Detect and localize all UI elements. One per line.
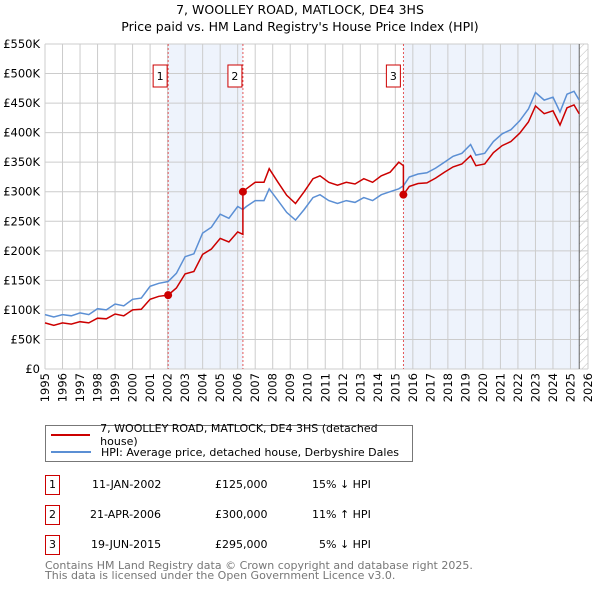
x-tick-label: 2001	[143, 373, 157, 402]
sale-marker-box	[152, 64, 168, 88]
y-tick-label: £250K	[3, 214, 40, 228]
x-tick-label: 1996	[56, 373, 70, 402]
sale-price: £295,000	[215, 538, 268, 551]
x-tick-label: 1998	[91, 373, 105, 402]
x-tick-label: 2024	[546, 373, 560, 402]
y-tick-label: £150K	[3, 273, 40, 287]
property-price-line	[44, 103, 580, 327]
sale-marker-box	[227, 64, 243, 88]
sale-number: 2	[45, 505, 60, 525]
x-tick-label: 2011	[318, 373, 332, 402]
sale-marker-label: 2	[231, 70, 238, 83]
x-tick-label: 2020	[476, 373, 490, 402]
x-tick-label: 2000	[126, 373, 140, 402]
y-tick-label: £200K	[3, 244, 40, 258]
legend-item-hpi: HPI: Average price, detached house, Derb…	[51, 444, 399, 460]
blue-line-swatch	[51, 451, 91, 453]
legend-label: 7, WOOLLEY ROAD, MATLOCK, DE4 3HS (detac…	[100, 422, 378, 448]
footer-licence: This data is licensed under the Open Gov…	[45, 569, 396, 582]
sale-row: 1 11-JAN-2002 £125,000 15% ↓ HPI	[45, 475, 465, 495]
y-tick-label: £500K	[3, 67, 40, 81]
x-tick-label: 2007	[248, 373, 262, 402]
red-line-swatch	[51, 434, 91, 436]
x-tick-label: 1997	[73, 373, 87, 402]
legend-item-property: 7, WOOLLEY ROAD, MATLOCK, DE4 3HS (detac…	[51, 422, 412, 448]
y-tick-label: £550K	[3, 37, 40, 51]
x-tick-label: 2016	[406, 373, 420, 402]
sale-row: 3 19-JUN-2015 £295,000 5% ↓ HPI	[45, 535, 465, 555]
sale-hpi-diff: 11% ↑ HPI	[312, 508, 371, 521]
x-tick-label: 2026	[581, 373, 595, 402]
sale-price: £300,000	[215, 508, 268, 521]
x-tick-label: 2012	[336, 373, 350, 402]
sale-point	[399, 190, 408, 199]
hpi-line	[44, 90, 580, 318]
x-tick-label: 2014	[371, 373, 385, 402]
legend: 7, WOOLLEY ROAD, MATLOCK, DE4 3HS (detac…	[45, 422, 413, 462]
sale-number: 3	[45, 535, 60, 555]
price-chart: 1 2 3 £0 £50K £100K £150K £200K £250K £300K £350K £…	[3, 37, 595, 402]
chart-title: 7, WOOLLEY ROAD, MATLOCK, DE4 3HS	[176, 2, 424, 17]
sale-hpi-diff: 5% ↓ HPI	[319, 538, 371, 551]
shaded-range	[168, 44, 243, 369]
footer-copyright: Contains HM Land Registry data © Crown c…	[45, 559, 473, 572]
sale-price: £125,000	[215, 478, 268, 491]
x-tick-label: 2002	[161, 373, 175, 402]
chart-subtitle: Price paid vs. HM Land Registry's House …	[121, 19, 479, 34]
x-tick-label: 2023	[528, 373, 542, 402]
sale-hpi-diff: 15% ↓ HPI	[312, 478, 371, 491]
x-tick-label: 2017	[423, 373, 437, 402]
x-tick-label: 2019	[458, 373, 472, 402]
x-tick-label: 2009	[283, 373, 297, 402]
x-tick-label: 2018	[441, 373, 455, 402]
sale-date: 21-APR-2006	[90, 508, 162, 521]
sale-point	[164, 291, 173, 300]
sale-marker-box	[385, 64, 401, 88]
x-tick-label: 2006	[231, 373, 245, 402]
x-tick-label: 2010	[301, 373, 315, 402]
x-tick-label: 2015	[388, 373, 402, 402]
x-tick-label: 2021	[493, 373, 507, 402]
sale-marker-label: 3	[390, 70, 397, 83]
y-tick-label: £350K	[3, 155, 40, 169]
x-tick-label: 2025	[563, 373, 577, 402]
sale-point	[238, 187, 247, 196]
y-tick-label: £400K	[3, 126, 40, 140]
y-tick-label: £300K	[3, 185, 40, 199]
x-tick-label: 2003	[178, 373, 192, 402]
x-tick-label: 1995	[38, 373, 52, 402]
legend-label: HPI: Average price, detached house, Derb…	[101, 445, 399, 459]
y-tick-label: £450K	[3, 96, 40, 110]
x-tick-label: 2004	[196, 373, 210, 402]
y-tick-label: £100K	[3, 303, 40, 317]
forecast-hatch	[579, 44, 588, 369]
x-tick-label: 2005	[213, 373, 227, 402]
sale-date: 19-JUN-2015	[91, 538, 162, 551]
sale-marker-label: 1	[157, 70, 164, 83]
y-tick-label: £50K	[11, 332, 41, 346]
x-tick-label: 1999	[108, 373, 122, 402]
x-tick-label: 2008	[266, 373, 280, 402]
x-tick-label: 2013	[353, 373, 367, 402]
y-tick-label: £0	[25, 362, 40, 376]
sale-number: 1	[45, 475, 60, 495]
sale-date: 11-JAN-2002	[92, 478, 162, 491]
sale-row: 2 21-APR-2006 £300,000 11% ↑ HPI	[45, 505, 465, 525]
x-tick-label: 2022	[511, 373, 525, 402]
